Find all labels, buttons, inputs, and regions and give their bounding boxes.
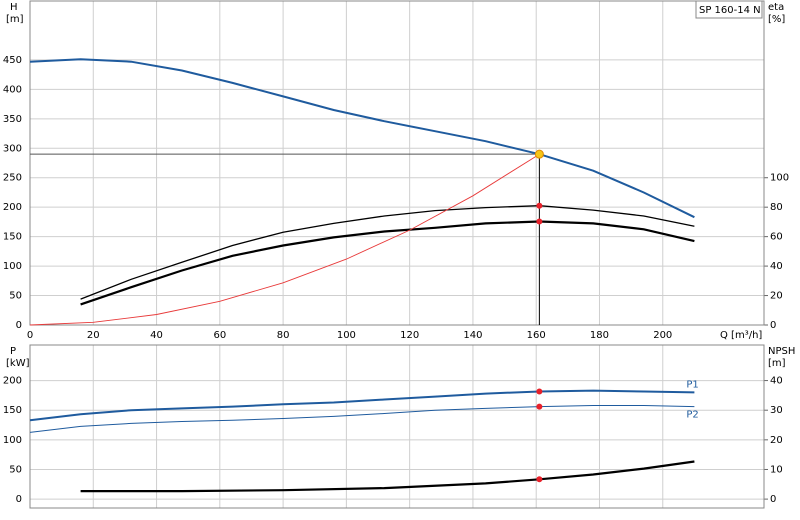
y-tick-label: 150 <box>3 232 22 243</box>
y-tick-label: 200 <box>3 202 22 213</box>
curve <box>29 153 540 326</box>
y-tick-label: 200 <box>3 376 22 387</box>
y2-axis-unit: [m] <box>768 358 786 369</box>
x-tick-label: 80 <box>277 330 290 341</box>
y-tick-label: 0 <box>16 494 22 505</box>
x-tick-label: 120 <box>400 330 419 341</box>
curve <box>29 58 695 219</box>
x-tick-label: 180 <box>590 330 609 341</box>
curve <box>80 220 695 306</box>
y-tick-label: 450 <box>3 55 22 66</box>
series-label: P2 <box>686 410 698 421</box>
duty-point <box>536 202 543 209</box>
title-box <box>695 0 763 19</box>
y-tick-label: 50 <box>9 291 22 302</box>
y-tick-label: 100 <box>3 435 22 446</box>
y-axis-unit: [m] <box>6 14 24 25</box>
y2-tick-label: 20 <box>770 291 783 302</box>
plot-frame <box>29 344 765 509</box>
y-tick-label: 400 <box>3 84 22 95</box>
curve <box>29 405 695 433</box>
x-axis-label: Q [m³/h] <box>720 330 762 341</box>
y-tick-label: 350 <box>3 114 22 125</box>
y2-tick-label: 60 <box>770 232 783 243</box>
y-tick-label: 250 <box>3 173 22 184</box>
y-tick-label: 50 <box>9 464 22 475</box>
y-axis-label: P <box>10 346 16 357</box>
chart-title: SP 160-14 N <box>699 5 761 16</box>
y2-axis-unit: [%] <box>768 14 785 25</box>
operating-point <box>534 149 544 159</box>
y2-tick-label: 10 <box>770 464 783 475</box>
x-tick-label: 200 <box>653 330 672 341</box>
duty-point <box>536 388 543 395</box>
x-tick-label: 60 <box>213 330 226 341</box>
curve <box>80 460 695 493</box>
x-tick-label: 40 <box>150 330 163 341</box>
y-axis-unit: [kW] <box>6 358 30 369</box>
y2-tick-label: 30 <box>770 405 783 416</box>
y-tick-label: 150 <box>3 405 22 416</box>
y2-axis-label: eta <box>768 2 784 13</box>
x-tick-label: 100 <box>337 330 356 341</box>
y2-tick-label: 40 <box>770 261 783 272</box>
y-axis-label: H <box>10 2 18 13</box>
y2-tick-label: 80 <box>770 202 783 213</box>
plot-frame <box>29 0 765 326</box>
duty-point <box>536 218 543 225</box>
y2-tick-label: 100 <box>770 173 789 184</box>
curve <box>29 389 695 422</box>
duty-point <box>536 476 543 483</box>
y2-tick-label: 0 <box>770 494 776 505</box>
y-tick-label: 300 <box>3 143 22 154</box>
x-tick-label: 20 <box>87 330 100 341</box>
y2-tick-label: 20 <box>770 435 783 446</box>
series-label: P1 <box>686 379 698 390</box>
x-tick-label: 160 <box>527 330 546 341</box>
y2-tick-label: 40 <box>770 376 783 387</box>
y2-axis-label: NPSH <box>768 346 795 357</box>
y2-tick-label: 0 <box>770 320 776 331</box>
duty-point <box>536 403 543 410</box>
x-tick-label: 140 <box>463 330 482 341</box>
y-tick-label: 0 <box>16 320 22 331</box>
x-tick-label: 0 <box>27 330 33 341</box>
y-tick-label: 100 <box>3 261 22 272</box>
curve <box>80 205 695 300</box>
